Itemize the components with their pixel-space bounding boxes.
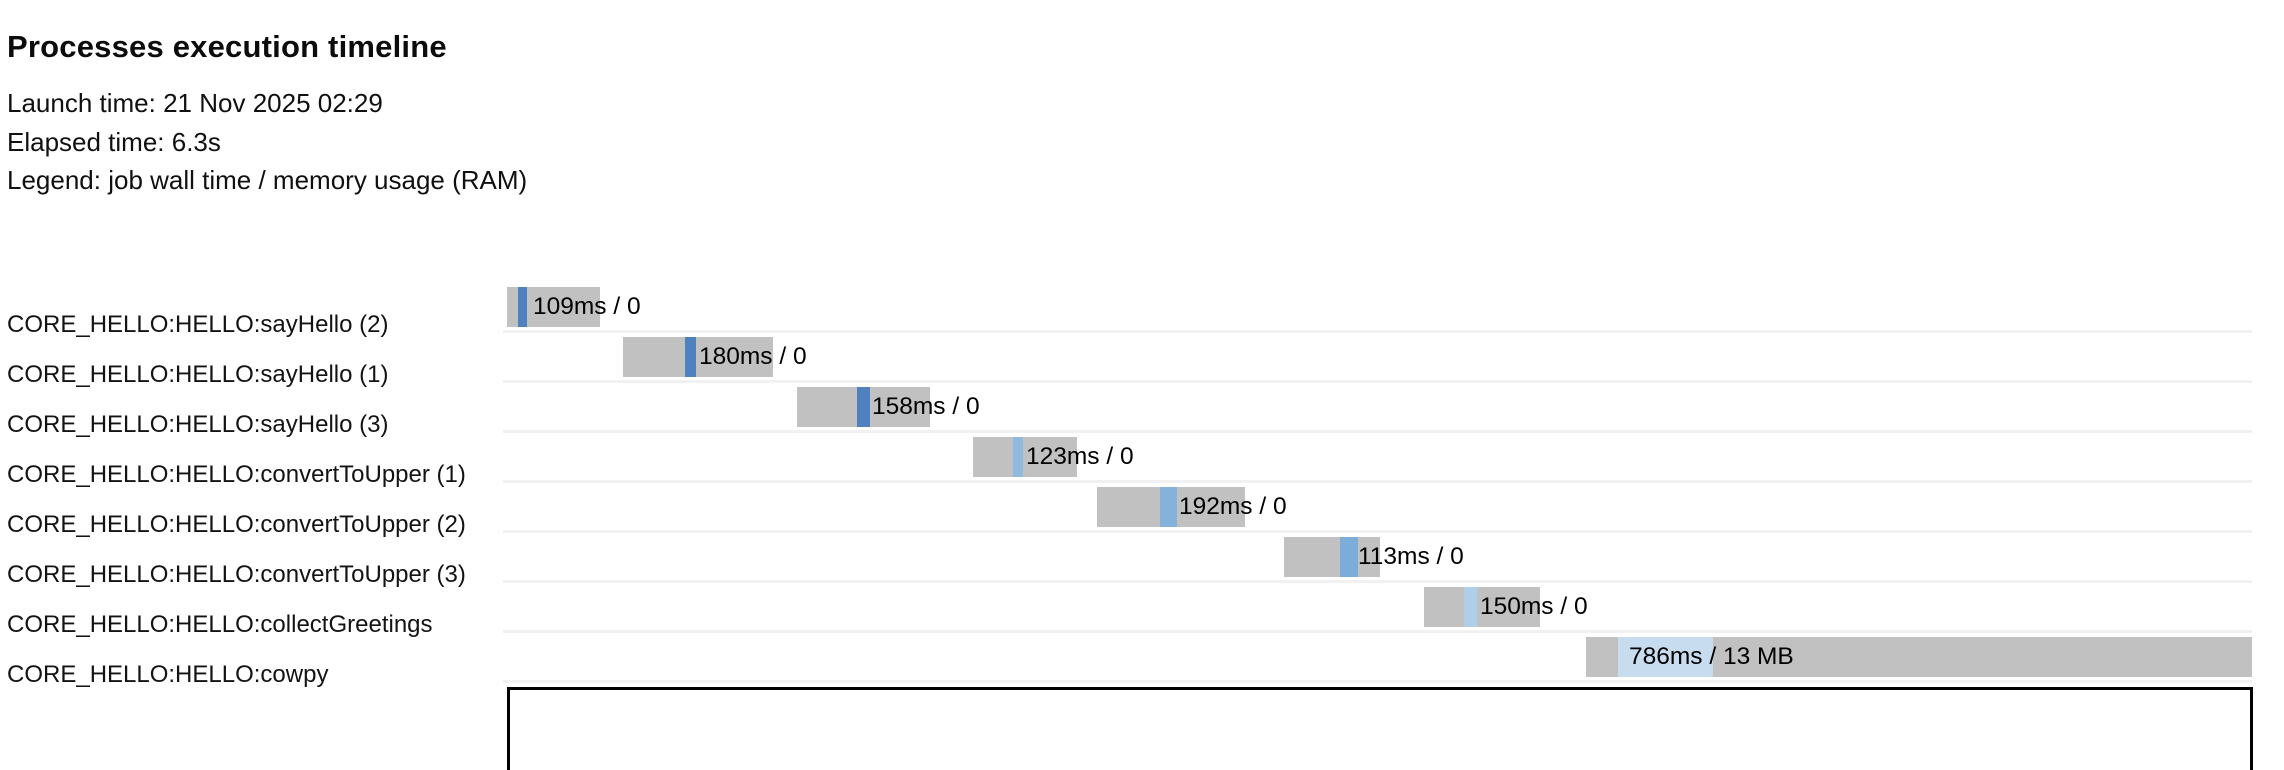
task-span-bar bbox=[1424, 587, 1540, 627]
task-value-text: 150ms / 0 bbox=[1480, 593, 1588, 620]
task-value-text: 123ms / 0 bbox=[1026, 443, 1134, 470]
task-label: CORE_HELLO:HELLO:cowpy bbox=[7, 661, 329, 688]
task-value-text: 109ms / 0 bbox=[533, 293, 641, 320]
task-label: CORE_HELLO:HELLO:collectGreetings bbox=[7, 611, 433, 638]
elapsed-time-text: Elapsed time: 6.3s bbox=[7, 126, 221, 157]
task-span-bar bbox=[623, 337, 773, 377]
task-span-bar bbox=[1284, 537, 1380, 577]
task-label: CORE_HELLO:HELLO:convertToUpper (2) bbox=[7, 511, 466, 538]
run-metadata: Launch time: 21 Nov 2025 02:29 Elapsed t… bbox=[7, 84, 527, 200]
row-separator bbox=[503, 630, 2252, 633]
next-section-border-box bbox=[507, 687, 2253, 770]
row-separator bbox=[503, 530, 2252, 533]
task-value-text: 192ms / 0 bbox=[1179, 493, 1287, 520]
task-value-text: 786ms / 13 MB bbox=[1629, 643, 1794, 670]
task-run-segment bbox=[1160, 487, 1177, 527]
timeline-plot: CORE_HELLO:HELLO:sayHello (2) 109ms / 0 CO… bbox=[7, 287, 2252, 688]
task-value-text: 113ms / 0 bbox=[1358, 543, 1464, 570]
task-span-bar bbox=[973, 437, 1077, 477]
task-run-segment bbox=[1340, 537, 1358, 577]
row-separator bbox=[503, 380, 2252, 383]
task-run-segment bbox=[1618, 637, 1713, 677]
task-value-text: 180ms / 0 bbox=[699, 343, 807, 370]
task-label: CORE_HELLO:HELLO:sayHello (1) bbox=[7, 361, 389, 388]
row-separator bbox=[503, 680, 2252, 683]
row-separator bbox=[503, 480, 2252, 483]
task-run-segment bbox=[1464, 587, 1477, 627]
task-value-text: 158ms / 0 bbox=[872, 393, 980, 420]
page-title: Processes execution timeline bbox=[7, 28, 447, 64]
task-label: CORE_HELLO:HELLO:convertToUpper (3) bbox=[7, 561, 466, 588]
task-run-segment bbox=[857, 387, 870, 427]
task-label: CORE_HELLO:HELLO:convertToUpper (1) bbox=[7, 461, 466, 488]
row-separator bbox=[503, 330, 2252, 333]
task-run-segment bbox=[1013, 437, 1023, 477]
launch-time-text: Launch time: 21 Nov 2025 02:29 bbox=[7, 88, 383, 118]
task-run-segment bbox=[518, 287, 527, 327]
row-separator bbox=[503, 430, 2252, 433]
task-label: CORE_HELLO:HELLO:sayHello (2) bbox=[7, 311, 389, 338]
legend-text: Legend: job wall time / memory usage (RA… bbox=[7, 165, 528, 196]
timeline-report-page: { "page": { "title": "Processes executio… bbox=[7, 28, 2253, 770]
task-label: CORE_HELLO:HELLO:sayHello (3) bbox=[7, 411, 389, 438]
task-run-segment bbox=[685, 337, 696, 377]
row-separator bbox=[503, 580, 2252, 583]
